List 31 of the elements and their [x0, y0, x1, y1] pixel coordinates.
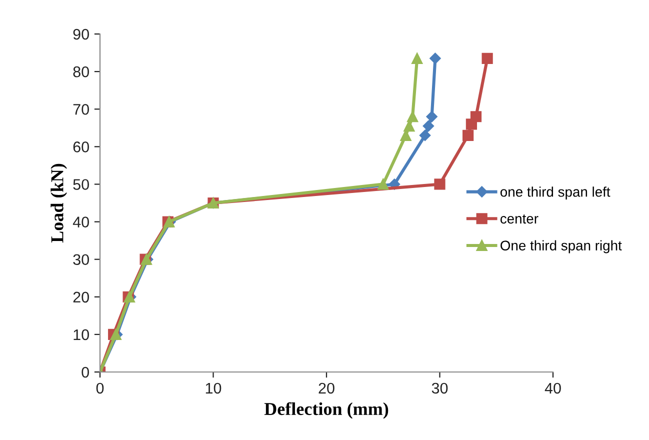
point [434, 178, 446, 190]
y-tick-label: 70 [73, 104, 89, 115]
legend-label: One third span right [500, 240, 622, 254]
point [419, 130, 431, 142]
y-tick-label: 60 [73, 142, 89, 152]
point [470, 111, 482, 122]
x-tick-label: 0 [96, 382, 104, 394]
y-tick-label: 30 [73, 254, 89, 266]
point [412, 52, 423, 64]
point [378, 178, 389, 190]
y-tick-label: 40 [72, 216, 89, 228]
y-axis-title: Load (kN) [50, 164, 68, 243]
x-tick-label: 40 [544, 382, 561, 394]
point [407, 111, 418, 122]
point [422, 120, 434, 132]
x-tick-label: 10 [206, 382, 222, 394]
legend-label: one third span left [500, 186, 610, 200]
point [482, 52, 493, 64]
y-tick-label: 0 [82, 366, 89, 378]
x-tick-label: 20 [318, 382, 334, 394]
point [430, 52, 441, 64]
point [426, 111, 438, 122]
y-tick-label: 50 [73, 179, 89, 190]
x-tick-label: 30 [432, 382, 448, 394]
y-tick-label: 80 [73, 66, 89, 78]
y-tick-label: 20 [73, 292, 89, 303]
y-tick-label: 10 [74, 329, 89, 340]
legend-label: center [500, 214, 538, 224]
point [462, 130, 474, 141]
y-tick-label: 90 [73, 28, 89, 40]
x-axis-title: Deflection (mm) [264, 402, 388, 419]
